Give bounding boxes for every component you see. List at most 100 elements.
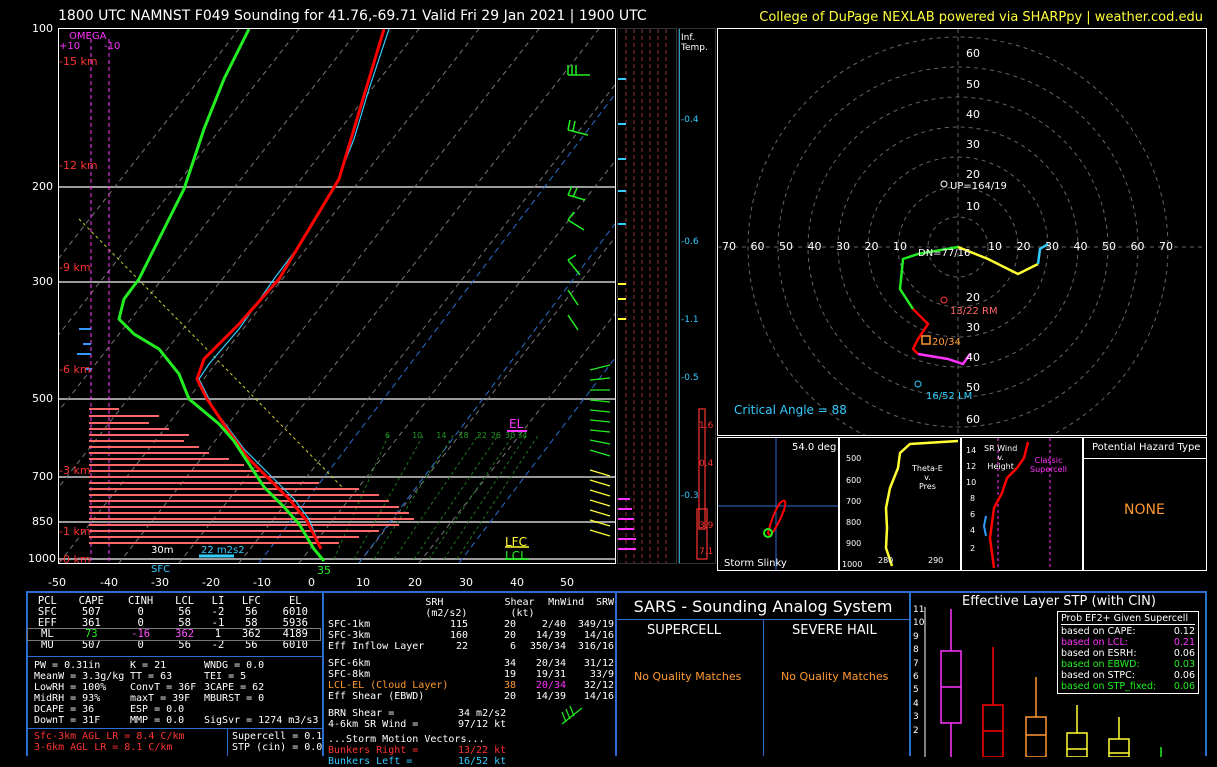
kin-header: SRH (m2/s2) Shear (kt) MnWind SRW — [425, 597, 614, 619]
theta-p-tick: 500 — [846, 454, 862, 463]
sars-panel: SARS - Sounding Analog System SUPERCELL … — [617, 593, 909, 756]
parcel-table: PCL CAPE CINH LCL LI LFC EL SFC 507 0 56 -2 56 60… — [27, 595, 321, 651]
kin-row: SFC-6km 34 20/34 31/12 — [328, 658, 614, 669]
hodo-ring-label-low: 60 — [966, 413, 980, 426]
wind-barbs — [567, 65, 611, 537]
sounding-title: 1800 UTC NAMNST F049 Sounding for 41.76,… — [58, 8, 647, 24]
height-label-15: -15 km — [59, 55, 98, 68]
wind-profile-strip — [617, 28, 677, 564]
mean-wind-label: 20/34 — [932, 337, 961, 348]
hodo-ring-label: 60 — [966, 47, 980, 60]
parcel-row-selected[interactable]: ML 73 -16 362 1 362 4189 — [27, 628, 321, 641]
hodo-ring-label: 10 — [966, 200, 980, 213]
lfc-label: LFC — [505, 535, 527, 549]
indices-block: PW = 0.31in K = 21 WNDG = 0.0 MeanW = 3.3g… — [34, 660, 319, 726]
kinematics-table: SRH (m2/s2) Shear (kt) MnWind SRW SFC-1km 11… — [328, 597, 614, 767]
hodo-axis-ticks-right: 10 20 30 40 50 60 70 — [988, 240, 1173, 253]
skewt-graph — [59, 29, 615, 563]
sars-hail-nomatch: No Quality Matches — [781, 670, 889, 683]
temp-tick: -10 — [253, 576, 271, 589]
kin-row: SFC-3km 160 20 14/39 14/16 — [328, 630, 614, 641]
stp-y-ticks: 11 10 9 8 7 6 5 4 3 2 — [913, 605, 925, 736]
srwind-h-tick: 6 — [970, 510, 976, 519]
sars-supercell-nomatch: No Quality Matches — [634, 670, 742, 683]
temp-tick: 40 — [510, 576, 524, 589]
temp-tick: 0 — [308, 576, 315, 589]
omega-right-label: -10 — [104, 41, 121, 52]
srwind-h-tick: 8 — [970, 494, 976, 503]
temp-tick: 20 — [408, 576, 422, 589]
pressure-label-100: 100 — [32, 22, 53, 35]
pressure-label-700: 700 — [32, 470, 53, 483]
parcel-header-row: PCL CAPE CINH LCL LI LFC EL — [37, 595, 302, 607]
lapse-rates: Sfc-3km AGL LR = 8.4 C/km 3-6km AGL LR =… — [34, 731, 185, 753]
inf-red-val: 7.1 — [699, 547, 714, 557]
temp-tick: 30 — [459, 576, 473, 589]
bottom-30m: 30m — [151, 545, 174, 556]
el-label: EL — [509, 417, 524, 431]
hodo-ring-label-low: 20 — [966, 291, 980, 304]
srwind-h-tick: 10 — [966, 478, 977, 487]
hazard-panel: Potential Hazard Type NONE — [1083, 437, 1207, 571]
hodo-ring-label: 30 — [966, 138, 980, 151]
temp-tick: 10 — [356, 576, 370, 589]
height-label-1: -1 km — [59, 525, 91, 538]
theta-p-tick: 900 — [846, 539, 862, 548]
hodo-ring-label: 20 — [966, 168, 980, 181]
inf-tick: -1.1 — [681, 315, 699, 325]
pressure-label-300: 300 — [32, 275, 53, 288]
critical-angle-label: Critical Angle = 88 — [734, 403, 847, 417]
srwind-h-tick: 4 — [970, 526, 976, 535]
temp-axis: -50 -40 -30 -20 -10 0 10 20 30 40 50 — [48, 576, 588, 590]
lcl-label: LCL — [505, 549, 527, 563]
srwind-h-tick: 12 — [966, 462, 977, 471]
hodo-ring-label-low: 50 — [966, 381, 980, 394]
temp-tick: -20 — [202, 576, 220, 589]
pressure-label-1000: 1000 — [28, 552, 56, 565]
pressure-label-850: 850 — [32, 515, 53, 528]
theta-p-tick: 1000 — [842, 560, 863, 569]
prob-ef2-box: Prob EF2+ Given Supercell based on CAPE:… — [1057, 611, 1199, 694]
sars-supercell: SUPERCELL — [647, 623, 721, 638]
temp-tick: 50 — [560, 576, 574, 589]
omega-label: OMEGA — [69, 31, 107, 42]
lm-label: 16/52 LM — [926, 391, 973, 402]
updraft-label: UP=164/19 — [950, 181, 1007, 192]
theta-p-tick: 800 — [846, 518, 862, 527]
kin-row: LCL-EL (Cloud Layer) 38 20/34 32/12 — [328, 680, 614, 691]
parcel-row[interactable]: EFF 361 0 58 -1 58 5936 — [37, 617, 308, 629]
hodo-ring-label-low: 30 — [966, 321, 980, 334]
hodograph-panel: 60 50 40 30 20 10 70 60 50 40 30 20 10 1… — [717, 28, 1207, 436]
temp-tick: -30 — [151, 576, 169, 589]
sars-title: SARS - Sounding Analog System — [633, 597, 893, 616]
temp-tick: -50 — [48, 576, 66, 589]
surface-temp-label: 35 — [317, 564, 331, 577]
slinky-deg: 54.0 deg — [792, 442, 837, 453]
height-label-6: -6 km — [59, 363, 91, 376]
credit-text: College of DuPage NEXLAB powered via SHA… — [759, 10, 1203, 25]
downdraft-label: DN=77/16 — [918, 248, 971, 259]
storm-slinky-panel: 54.0 deg Storm Slinky — [717, 437, 839, 571]
supercell-stp: Supercell = 0.1 STP (cin) = 0.0 — [232, 731, 323, 753]
slinky-label: Storm Slinky — [724, 558, 787, 569]
inf-tick: -0.5 — [681, 373, 699, 383]
theta-p-tick: 600 — [846, 476, 862, 485]
hazard-value: NONE — [1124, 502, 1165, 518]
skewt-panel: OMEGA +10 -10 -15 km -12 km -9 km -6 km … — [58, 28, 616, 577]
stp-title: Effective Layer STP (with CIN) — [962, 594, 1156, 609]
pressure-label-200: 200 — [32, 180, 53, 193]
parcel-row[interactable]: SFC 507 0 56 -2 56 6010 — [37, 606, 308, 618]
inf-red-val: 3.9 — [699, 521, 714, 531]
mix-ratio-labels: 6 10 14 18 22 26 30 34 — [385, 431, 528, 440]
stp-panel: Effective Layer STP (with CIN) 11 10 9 8 7 6 5… — [911, 593, 1207, 757]
theta-x-tick: 280 — [878, 556, 894, 565]
hodo-ring-label: 50 — [966, 78, 980, 91]
kin-row: SFC-8km 19 19/31 33/9 — [328, 669, 614, 680]
temp-tick: -40 — [100, 576, 118, 589]
hazard-title: Potential Hazard Type — [1092, 442, 1201, 453]
bottom-m2s2: 22 m2s2 — [201, 545, 245, 556]
kin-row: Eff Inflow Layer 22 6 350/34 316/16 — [328, 641, 614, 652]
theta-x-tick: 290 — [928, 556, 944, 565]
kin-row: SFC-1km 115 20 2/40 349/19 — [328, 619, 614, 630]
parcel-row[interactable]: MU 507 0 56 -2 56 6010 — [41, 639, 308, 651]
